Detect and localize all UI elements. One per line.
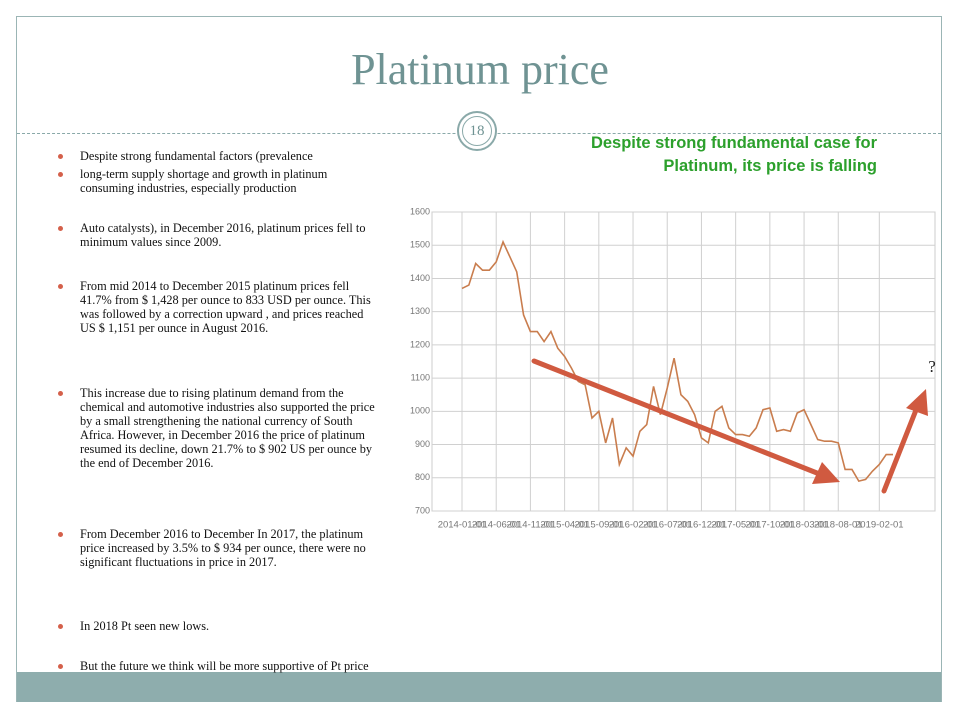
question-mark: ? bbox=[928, 357, 936, 376]
x-tick-label: 2014-01-01 bbox=[438, 520, 487, 531]
bullet: From mid 2014 to December 2015 platinum … bbox=[58, 279, 380, 335]
x-tick-label: 2016-07-01 bbox=[643, 520, 692, 531]
y-tick-label: 1300 bbox=[410, 306, 430, 316]
slide-title: Platinum price bbox=[351, 45, 609, 94]
x-tick-label: 2016-12-01 bbox=[677, 520, 726, 531]
chart-caption: Platinum, its price is falling bbox=[663, 157, 877, 175]
plot-area bbox=[431, 211, 936, 512]
x-tick-label: 2014-06-01 bbox=[472, 520, 521, 531]
chart-caption: Despite strong fundamental case for bbox=[590, 134, 877, 152]
page-number-badge: 18 bbox=[457, 111, 497, 151]
y-tick-label: 900 bbox=[415, 439, 430, 449]
bullet: long-term supply shortage and growth in … bbox=[58, 167, 380, 195]
bullet: From December 2016 to December In 2017, … bbox=[58, 527, 380, 569]
price-line bbox=[461, 239, 893, 483]
bullet: In 2018 Pt seen new lows. bbox=[58, 619, 380, 633]
footer-band bbox=[17, 672, 941, 702]
arrow-head bbox=[812, 462, 840, 484]
y-tick-label: 1600 bbox=[410, 206, 430, 216]
x-tick-label: 2018-03-01 bbox=[780, 520, 829, 531]
x-tick-label: 2018-08-01 bbox=[814, 520, 863, 531]
x-tick-label: 2016-02-01 bbox=[609, 520, 658, 531]
x-tick-label: 2014-11-01 bbox=[506, 520, 554, 531]
page-number: 18 bbox=[462, 116, 492, 146]
x-tick-label: 2017-05-01 bbox=[711, 520, 760, 531]
x-tick-label: 2017-10-01 bbox=[746, 520, 795, 531]
bullet: Despite strong fundamental factors (prev… bbox=[58, 149, 380, 163]
bullet: Auto catalysts), in December 2016, plati… bbox=[58, 221, 380, 249]
y-tick-label: 1000 bbox=[410, 406, 430, 416]
y-tick-label: 800 bbox=[415, 472, 430, 482]
x-tick-label: 2019-02-01 bbox=[855, 520, 904, 531]
x-tick-label: 2015-04-01 bbox=[540, 520, 589, 531]
trend-arrow bbox=[881, 402, 921, 494]
y-tick-label: 1200 bbox=[410, 339, 430, 349]
annotation-arrows bbox=[531, 358, 928, 494]
bullet: But the future we think will be more sup… bbox=[58, 659, 380, 673]
bullet: This increase due to rising platinum dem… bbox=[58, 386, 380, 470]
trend-arrow bbox=[531, 358, 825, 478]
arrow-head bbox=[906, 389, 928, 416]
y-tick-label: 1400 bbox=[410, 273, 430, 283]
y-tick-label: 1100 bbox=[411, 372, 430, 382]
y-tick-label: 1500 bbox=[410, 240, 430, 250]
y-tick-label: 700 bbox=[415, 505, 430, 515]
x-tick-label: 2015-09-01 bbox=[575, 520, 624, 531]
